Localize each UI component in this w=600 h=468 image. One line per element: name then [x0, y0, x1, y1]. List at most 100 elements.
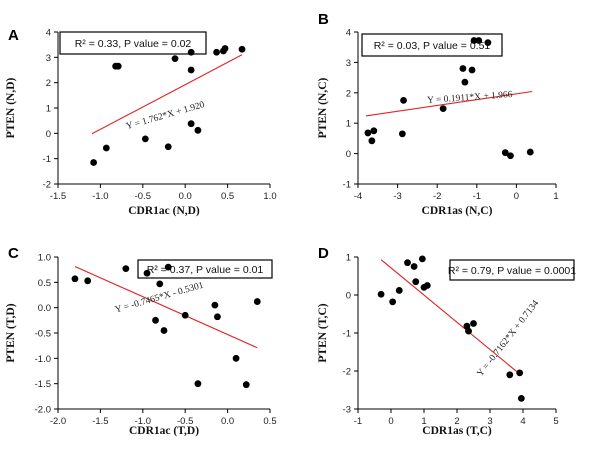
- data-point: [395, 287, 403, 294]
- panel-label: A: [8, 27, 19, 44]
- y-tick-label: 1: [46, 104, 51, 115]
- stats-text: R² = 0.37, P value = 0.01: [147, 264, 264, 276]
- data-point: [164, 263, 172, 271]
- y-tick-label: 3: [46, 53, 51, 64]
- x-tick-label: 0: [388, 416, 393, 427]
- data-point: [501, 149, 509, 157]
- data-point: [368, 137, 376, 145]
- regression-equation: Y = 0.1911*X + 1.966: [427, 90, 513, 106]
- data-point: [370, 127, 378, 135]
- data-point: [506, 371, 514, 379]
- x-tick-label: -2: [433, 191, 441, 202]
- data-point: [517, 394, 525, 402]
- stats-text: R² = 0.03, P value = 0.51: [374, 40, 491, 52]
- data-point: [475, 37, 483, 44]
- data-point: [143, 269, 151, 277]
- regression-equation: Y = -0.7162*X + 0.7134: [476, 299, 542, 379]
- y-tick-label: 4: [46, 28, 51, 39]
- x-tick-label: 2: [454, 416, 459, 427]
- panel-label: D: [318, 245, 329, 262]
- data-point: [90, 159, 98, 166]
- data-point: [242, 381, 250, 389]
- data-point: [171, 55, 179, 62]
- panel-label: B: [318, 11, 329, 28]
- chart-panel-a: -1.5 -1.0 -0.5 0.0 0.5 1.0 -2 -1 0 1 2 3 4 CDR1ac (N,…: [5, 27, 277, 217]
- data-point: [152, 316, 159, 324]
- y-axis-label: PTEN (N,C): [317, 77, 329, 138]
- data-point: [412, 278, 420, 286]
- y-tick-label: -2.0: [35, 405, 51, 416]
- stats-text: R² = 0.33, P value = 0.02: [75, 38, 192, 50]
- data-point: [507, 152, 514, 160]
- x-tick-label: 5: [553, 416, 558, 427]
- y-tick-label: -0.5: [35, 329, 51, 340]
- y-tick-label: -3: [343, 405, 351, 416]
- y-tick-label: 1: [346, 119, 351, 130]
- stats-box: [137, 259, 273, 279]
- y-axis-label: PTEN (N,D): [5, 77, 17, 138]
- x-tick-label: 1: [553, 191, 558, 202]
- data-point: [214, 313, 221, 321]
- x-tick-label: 0.0: [221, 416, 234, 427]
- y-tick-label: 0: [46, 129, 51, 140]
- x-tick-label: -1: [473, 191, 481, 202]
- data-point: [516, 369, 524, 377]
- y-axis-label: PTEN (T,C): [317, 303, 329, 362]
- x-axis-label: CDR1ac (T,D): [129, 425, 199, 437]
- stats-text: R² = 0.79, P value = 0.0001: [448, 265, 576, 277]
- y-tick-label: 0: [346, 291, 351, 302]
- data-point: [84, 277, 92, 285]
- x-tick-label: -1.0: [135, 416, 151, 427]
- data-point: [181, 311, 189, 319]
- y-tick-label: 2: [346, 88, 351, 99]
- y-tick-label: -2: [343, 367, 351, 378]
- data-point: [526, 148, 534, 156]
- regression-line: [74, 265, 258, 349]
- x-axis-label: CDR1ac (N,D): [128, 205, 200, 217]
- panel-label: C: [8, 245, 19, 262]
- x-tick-label: -2.0: [50, 416, 66, 427]
- x-tick-label: 0: [514, 191, 519, 202]
- data-point: [213, 48, 220, 56]
- x-tick-label: 0.5: [263, 416, 276, 427]
- data-point: [114, 62, 122, 70]
- chart-panel-b: -4 -3 -2 -1 0 1 -1 0 1 2 3 4 CDR1as (N,C) PTEN (N,C) B…: [317, 11, 559, 217]
- y-tick-label: -1: [43, 154, 51, 165]
- y-tick-label: 0.0: [38, 303, 51, 314]
- data-point: [389, 298, 397, 306]
- x-tick-label: 4: [520, 416, 525, 427]
- stats-box: [449, 259, 575, 281]
- y-tick-label: -1.0: [35, 354, 51, 365]
- data-point: [465, 327, 472, 335]
- data-point: [238, 45, 246, 53]
- x-axis-label: CDR1as (N,C): [422, 205, 493, 217]
- x-tick-label: -3: [393, 191, 401, 202]
- y-tick-label: 1.0: [38, 253, 51, 264]
- y-tick-label: 0.5: [38, 278, 51, 289]
- x-tick-label: -0.5: [135, 191, 151, 202]
- data-point: [156, 280, 164, 288]
- regression-equation: Y = 1.762*X + 1.920: [125, 100, 206, 132]
- data-point: [232, 354, 240, 362]
- data-point: [470, 320, 477, 327]
- data-point: [418, 255, 426, 263]
- y-axis-label: PTEN (T,D): [5, 303, 17, 362]
- y-tick-label: 1: [346, 253, 351, 264]
- data-point: [164, 143, 172, 151]
- data-point: [461, 78, 469, 86]
- x-tick-label: 1.0: [263, 191, 276, 202]
- data-point: [404, 259, 411, 267]
- data-point: [459, 65, 467, 72]
- x-tick-label: -1: [354, 416, 362, 427]
- regression-line: [380, 259, 522, 376]
- x-tick-label: -1.5: [92, 416, 108, 427]
- data-point: [141, 135, 149, 143]
- data-point: [423, 282, 431, 289]
- y-tick-label: 4: [346, 28, 351, 39]
- data-point: [187, 120, 195, 128]
- x-tick-label: 0.5: [221, 191, 234, 202]
- y-tick-label: 0: [346, 149, 351, 160]
- data-point: [398, 130, 406, 138]
